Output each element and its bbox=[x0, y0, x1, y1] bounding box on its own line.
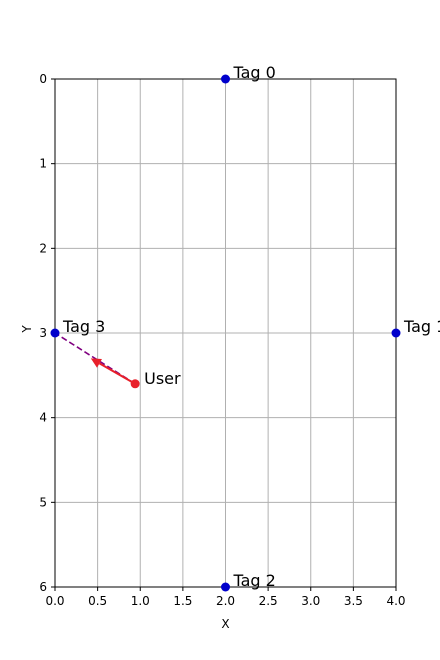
x-tick-label: 2.0 bbox=[216, 594, 235, 608]
tag-label: Tag 3 bbox=[62, 317, 105, 336]
tag-label: Tag 2 bbox=[233, 571, 276, 590]
y-tick-label: 2 bbox=[39, 241, 47, 255]
y-tick-label: 0 bbox=[39, 72, 47, 86]
y-tick-label: 6 bbox=[39, 580, 47, 594]
x-tick-label: 1.5 bbox=[173, 594, 192, 608]
x-tick-label: 2.5 bbox=[259, 594, 278, 608]
y-axis-label: Y bbox=[20, 325, 34, 334]
axis-ticks: 0.0 0.5 1.0 1.5 2.0 2.5 3.0 3.5 4.0 0 1 2 3 4 5 6 bbox=[39, 72, 405, 608]
y-tick-label: 4 bbox=[39, 411, 47, 425]
tag-point bbox=[221, 74, 230, 84]
tag-point bbox=[391, 328, 401, 338]
x-tick-label: 1.0 bbox=[131, 594, 150, 608]
tag-label: Tag 1 bbox=[403, 317, 440, 336]
tag-label: Tag 0 bbox=[233, 63, 276, 82]
x-axis-label: X bbox=[221, 617, 229, 631]
y-tick-label: 1 bbox=[39, 157, 47, 171]
heading-arrow-shaft bbox=[98, 362, 136, 385]
x-tick-label: 3.0 bbox=[301, 594, 320, 608]
x-tick-label: 0.0 bbox=[45, 594, 64, 608]
heading-arrow-head bbox=[90, 358, 102, 368]
data-layer: Tag 0 Tag 1 Tag 2 Tag 3 User bbox=[50, 63, 440, 592]
grid bbox=[54, 78, 397, 588]
x-tick-label: 3.5 bbox=[344, 594, 363, 608]
tag-point bbox=[221, 582, 230, 592]
y-tick-label: 5 bbox=[39, 495, 47, 509]
user-label: User bbox=[144, 369, 181, 388]
x-tick-label: 0.5 bbox=[88, 594, 107, 608]
x-tick-label: 4.0 bbox=[386, 594, 405, 608]
tag-point bbox=[50, 328, 60, 338]
direction-line bbox=[54, 332, 136, 385]
user-point bbox=[130, 379, 140, 389]
y-tick-label: 3 bbox=[39, 326, 47, 340]
